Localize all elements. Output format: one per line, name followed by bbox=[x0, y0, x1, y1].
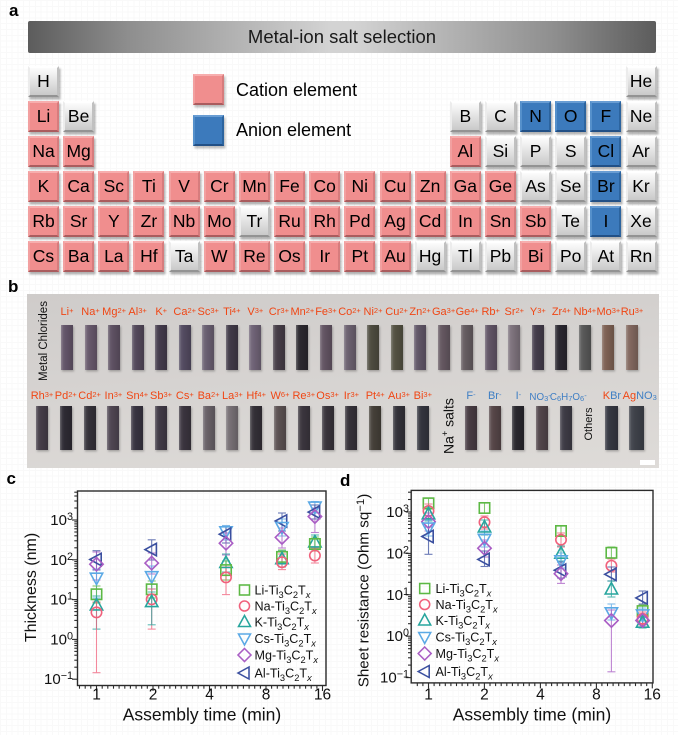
svg-text:103: 103 bbox=[50, 511, 73, 529]
svg-text:16: 16 bbox=[644, 687, 661, 704]
svg-text:102: 102 bbox=[386, 544, 409, 562]
svg-text:Cs-Ti3C2Tx: Cs-Ti3C2Tx bbox=[255, 632, 317, 649]
svg-text:K-Ti3C2Tx: K-Ti3C2Tx bbox=[436, 614, 491, 631]
svg-text:Mg-Ti3C2Tx: Mg-Ti3C2Tx bbox=[255, 649, 319, 666]
svg-text:100: 100 bbox=[50, 630, 73, 648]
svg-text:100: 100 bbox=[386, 627, 409, 645]
svg-text:Li-Ti3C2Tx: Li-Ti3C2Tx bbox=[255, 584, 311, 601]
svg-text:8: 8 bbox=[592, 687, 601, 704]
svg-text:101: 101 bbox=[50, 591, 73, 609]
svg-text:Assembly time (min): Assembly time (min) bbox=[123, 705, 282, 725]
svg-text:2: 2 bbox=[149, 687, 158, 704]
svg-text:Li-Ti3C2Tx: Li-Ti3C2Tx bbox=[436, 582, 492, 599]
svg-text:1: 1 bbox=[424, 687, 433, 704]
svg-text:2: 2 bbox=[480, 687, 489, 704]
svg-text:10−1: 10−1 bbox=[44, 670, 73, 688]
svg-text:Na-Ti3C2Tx: Na-Ti3C2Tx bbox=[436, 598, 498, 615]
svg-text:4: 4 bbox=[536, 687, 545, 704]
svg-text:Na-Ti3C2Tx: Na-Ti3C2Tx bbox=[255, 600, 317, 617]
svg-text:103: 103 bbox=[386, 503, 409, 521]
svg-text:1: 1 bbox=[92, 687, 101, 704]
svg-text:8: 8 bbox=[262, 687, 271, 704]
svg-text:K-Ti3C2Tx: K-Ti3C2Tx bbox=[255, 616, 310, 633]
svg-text:Sheet resistance (Ohm sq−1): Sheet resistance (Ohm sq−1) bbox=[355, 494, 373, 688]
svg-text:Al-Ti3C2Tx: Al-Ti3C2Tx bbox=[436, 665, 494, 682]
svg-text:Assembly time (min): Assembly time (min) bbox=[453, 705, 612, 725]
svg-text:16: 16 bbox=[314, 687, 331, 704]
svg-text:102: 102 bbox=[50, 551, 73, 569]
svg-text:4: 4 bbox=[205, 687, 214, 704]
svg-text:Cs-Ti3C2Tx: Cs-Ti3C2Tx bbox=[436, 631, 498, 648]
svg-text:10−1: 10−1 bbox=[380, 669, 409, 687]
svg-text:Mg-Ti3C2Tx: Mg-Ti3C2Tx bbox=[436, 647, 500, 664]
svg-text:Al-Ti3C2Tx: Al-Ti3C2Tx bbox=[255, 667, 313, 684]
svg-text:101: 101 bbox=[386, 586, 409, 604]
svg-text:Thickness (nm): Thickness (nm) bbox=[23, 533, 40, 642]
